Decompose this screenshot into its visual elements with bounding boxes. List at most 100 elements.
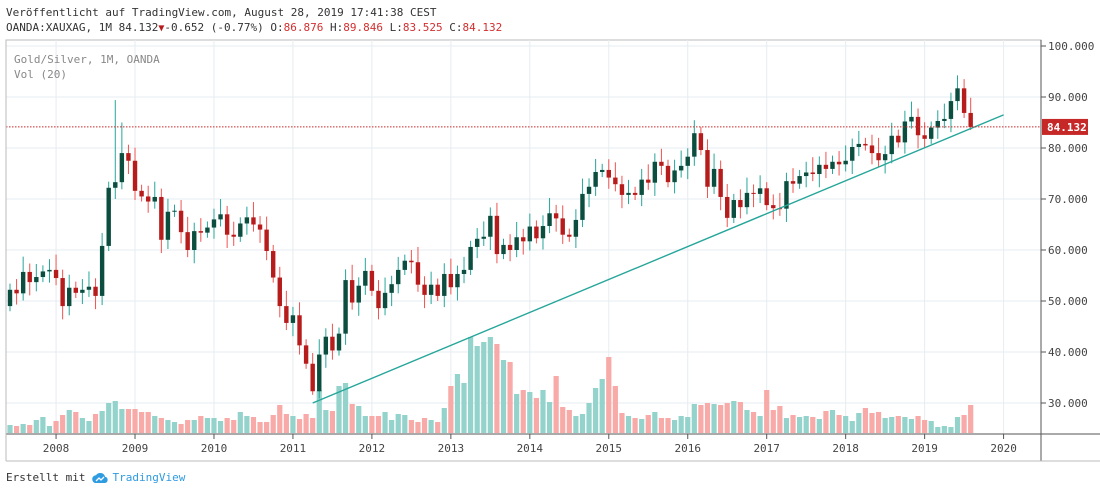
volume-bar: [724, 403, 730, 433]
volume-bar: [421, 418, 428, 433]
x-tick-label: 2008: [43, 442, 70, 455]
candle-body: [271, 251, 276, 278]
volume-bar: [711, 404, 717, 433]
candle-body: [521, 237, 526, 242]
volume-bar: [527, 392, 533, 433]
volume-bar: [191, 420, 197, 433]
candle-body: [34, 277, 39, 283]
candle-body: [593, 171, 598, 187]
volume-bar: [250, 417, 257, 433]
volume-bar: [875, 412, 882, 433]
candle-body: [396, 269, 401, 285]
candle-body: [132, 160, 138, 191]
candle-body: [231, 234, 236, 237]
candle-body: [336, 333, 342, 351]
candle-body: [106, 187, 111, 246]
candle-body: [797, 176, 802, 184]
open-value: 86.876: [283, 21, 324, 34]
chart-legend: Gold/Silver, 1M, OANDA Vol (20): [14, 52, 160, 82]
volume-bar: [454, 374, 461, 433]
volume-bar: [540, 390, 546, 433]
volume-bar: [145, 412, 151, 433]
candle-body: [474, 238, 480, 247]
candle-body: [863, 143, 868, 146]
volume-bar: [941, 426, 947, 433]
candle-body: [415, 262, 421, 285]
candle-body: [817, 164, 822, 175]
candle-body: [876, 153, 881, 161]
volume-bar: [658, 418, 665, 433]
volume-bar: [507, 362, 513, 433]
candle-body: [678, 165, 684, 171]
candle-body: [7, 289, 13, 307]
y-tick-label: 100.000: [1048, 40, 1094, 53]
candle-body: [646, 179, 651, 183]
volume-bar: [290, 416, 296, 433]
volume-bar: [948, 427, 954, 433]
volume-bar: [757, 416, 763, 433]
volume-bar: [402, 415, 408, 433]
candle-body: [20, 271, 26, 294]
last-price: 84.132: [118, 21, 159, 34]
volume-bar: [691, 404, 697, 433]
volume-bar: [178, 424, 184, 433]
candle-body: [211, 219, 217, 228]
candle-body: [659, 161, 664, 166]
candle-body: [652, 161, 658, 183]
x-tick-label: 2019: [911, 442, 938, 455]
volume-bar: [408, 420, 414, 433]
volume-bar: [92, 414, 99, 433]
volume-bar: [481, 342, 487, 433]
candle-body: [764, 188, 769, 206]
candle-body: [343, 280, 348, 334]
volume-bar: [415, 422, 421, 433]
candle-body: [626, 192, 631, 195]
candle-body: [823, 164, 829, 169]
candle-body: [915, 116, 921, 136]
volume-bar: [968, 405, 974, 433]
volume-bar: [810, 417, 816, 433]
candle-body: [856, 143, 862, 147]
candle-body: [369, 270, 375, 291]
candle-body: [119, 153, 125, 183]
candle-body: [455, 273, 460, 288]
tradingview-cloud-logo-icon: [92, 472, 109, 483]
volume-bar: [882, 418, 888, 433]
volume-bar: [349, 404, 355, 433]
volume-bar: [185, 420, 191, 433]
volume-bar: [935, 427, 941, 433]
x-tick-label: 2012: [359, 442, 386, 455]
footer: Erstellt mit TradingView: [6, 471, 185, 484]
volume-bar: [915, 416, 921, 433]
candle-body: [613, 177, 618, 185]
volume-bar: [849, 421, 855, 433]
volume-bar: [777, 406, 783, 433]
volume-bar: [500, 360, 507, 433]
candle-body: [14, 289, 19, 294]
candle-body: [632, 192, 638, 195]
candle-body: [442, 273, 447, 296]
volume-bar: [579, 414, 586, 433]
candle-body: [534, 226, 539, 239]
symbol: OANDA:XAUXAG, 1M: [6, 21, 112, 34]
volume-bar: [829, 410, 836, 433]
candle-body: [560, 218, 565, 235]
volume-bar: [665, 418, 671, 433]
volume-bar: [435, 422, 441, 433]
made-with-text: Erstellt mit: [6, 471, 86, 484]
candle-body: [501, 244, 506, 255]
candle-body: [553, 213, 559, 219]
candle-body: [126, 153, 131, 161]
candle-body: [99, 245, 105, 296]
candle-body: [448, 273, 454, 288]
volume-bar: [86, 421, 92, 433]
tradingview-link[interactable]: TradingView: [91, 471, 185, 484]
candle-body: [744, 192, 750, 208]
volume-bar: [836, 415, 842, 433]
candle-body: [527, 226, 533, 242]
candle-body: [218, 214, 223, 220]
candle-body: [889, 135, 894, 155]
volume-bar: [718, 405, 724, 433]
volume-bar: [869, 413, 875, 433]
